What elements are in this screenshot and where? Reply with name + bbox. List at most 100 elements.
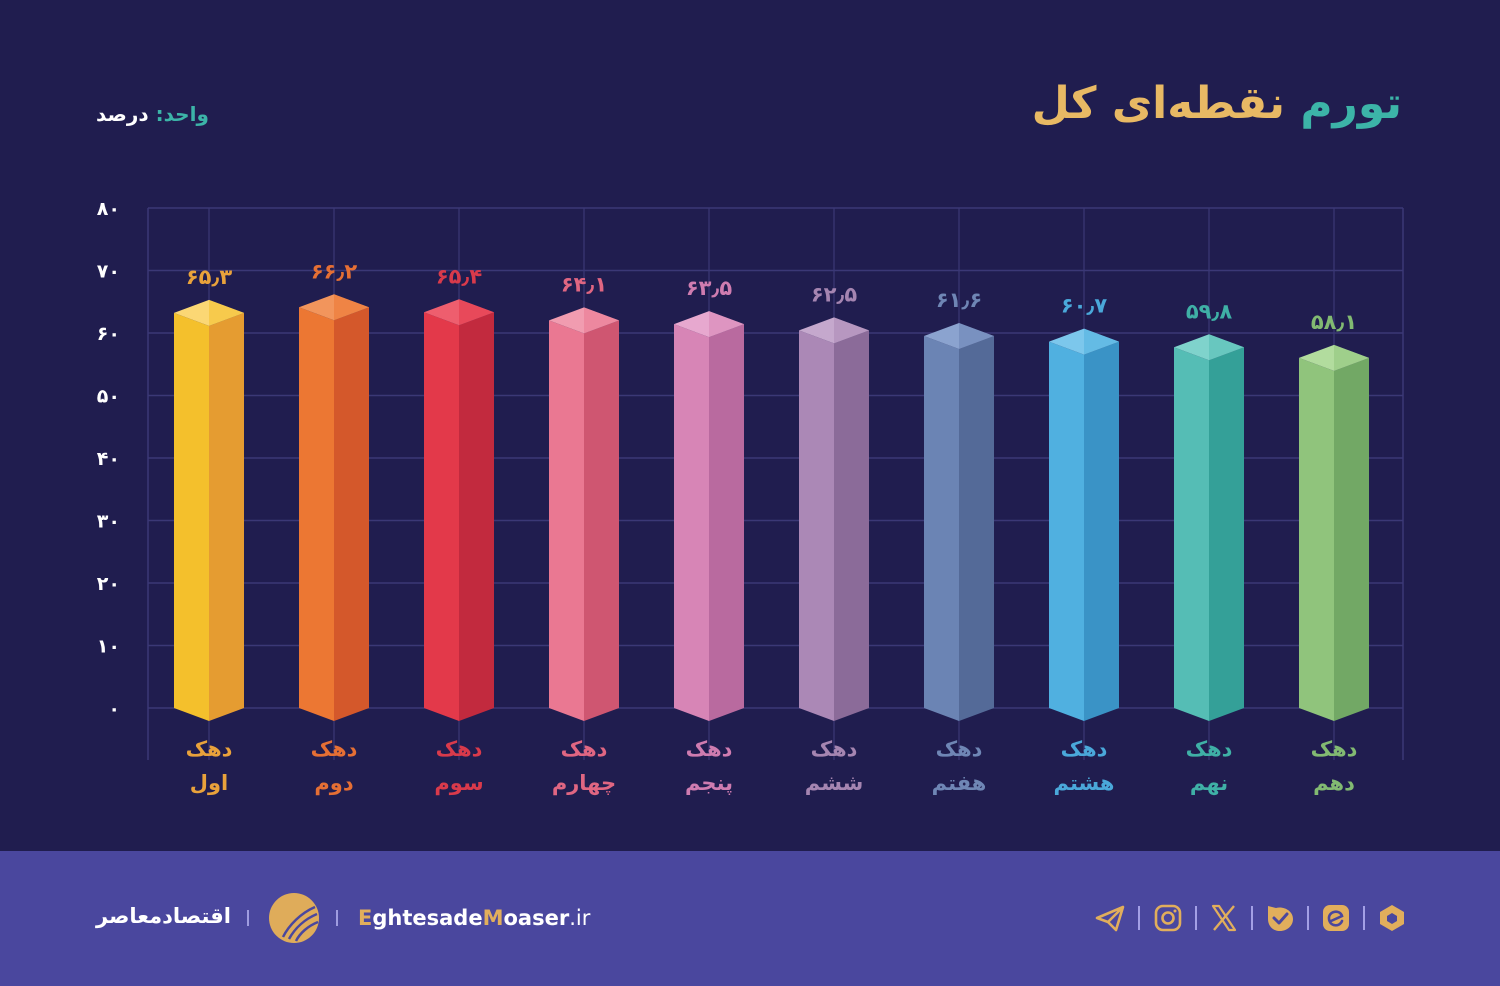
footer-divider [247,910,249,926]
y-tick-label: ۶۰ [97,323,120,345]
category-label-line2: سوم [434,771,483,795]
bar-top-shade [1209,334,1244,361]
bar-front-face [799,330,834,721]
bar [799,317,869,721]
unit-label: واحد: درصد [96,102,209,126]
icon-divider [1138,906,1140,930]
y-tick-label: ۸۰ [97,198,120,220]
bar [1049,328,1119,721]
bar-front-face [924,336,959,721]
bar-side-face [834,330,869,721]
title-part-inflation: تورم [1300,78,1403,129]
y-tick-label: ۱۰ [97,636,120,658]
bar [1174,334,1244,721]
brand-logo [269,893,319,943]
bar [299,294,369,721]
bar-side-face [334,307,369,721]
bar-side-face [1209,347,1244,721]
bar-side-face [709,324,744,721]
infographic-canvas [0,0,1500,851]
category-label-line1: دهک [1061,737,1108,761]
bar-top-shade [959,323,994,349]
bar-value-label: ۶۳٫۵ [686,276,732,300]
bar [424,299,494,721]
rubika-icon[interactable] [1376,902,1408,934]
bar-front-face [174,312,209,721]
category-label-line2: هشتم [1054,771,1115,795]
logo-icon [281,905,319,942]
icon-divider [1251,906,1253,930]
y-tick-label: ۵۰ [97,386,120,408]
icon-divider [1363,906,1365,930]
bar-front-face [674,324,709,721]
bar-top-shade [1334,344,1369,371]
category-label-line2: نهم [1190,771,1228,795]
category-label-line1: دهک [686,737,733,761]
category-label-line1: دهک [436,737,483,761]
category-label-line1: دهک [561,737,608,761]
title-part-point-total: نقطه‌ای کل [1031,78,1286,129]
page-title: تورم نقطه‌ای کل [1031,78,1403,129]
x-icon[interactable] [1208,902,1240,934]
icon-divider [1307,906,1309,930]
y-tick-label: ۳۰ [97,511,120,533]
bar-front-face [1174,347,1209,721]
bar [1299,344,1369,721]
category-label-line2: دهم [1313,771,1355,795]
bar-value-label: ۵۹٫۸ [1186,299,1232,323]
bar-top-shade [1084,328,1119,355]
bar [924,323,994,721]
bar-value-label: ۶۲٫۵ [811,282,857,306]
bar-side-face [1084,341,1119,721]
bar-value-label: ۶۰٫۷ [1061,294,1107,318]
category-label-line1: دهک [186,737,233,761]
category-label-line1: دهک [811,737,858,761]
unit-value: درصد [96,102,149,126]
bar [174,299,244,721]
category-label-line2: اول [190,771,228,795]
bar-top-shade [709,311,744,338]
telegram-icon[interactable] [1094,902,1126,934]
y-tick-label: ۰ [108,698,120,720]
bar-value-label: ۶۱٫۶ [936,288,982,312]
website-link[interactable]: EghtesadeMoaser.ir [358,906,591,930]
bar-value-label: ۶۶٫۲ [311,259,357,283]
bar-top-shade [834,317,869,344]
bar-side-face [584,320,619,721]
category-label-line2: ششم [805,771,864,795]
bar-side-face [209,312,244,721]
category-label-line2: دوم [314,771,353,795]
bar [549,307,619,721]
bar-top-shade [584,307,619,334]
category-label-line1: دهک [311,737,358,761]
unit-caption: واحد: [155,102,209,126]
bar-front-face [424,312,459,721]
bar-value-label: ۵۸٫۱ [1311,310,1357,334]
y-tick-label: ۴۰ [97,448,120,470]
bar-front-face [1049,341,1084,721]
category-label-line2: هفتم [932,771,987,795]
bar-front-face [1299,357,1334,721]
bale-icon[interactable] [1264,902,1296,934]
bar [674,311,744,721]
bar-side-face [1334,357,1369,721]
bar-top-shade [334,294,369,321]
eitaa-icon[interactable] [1320,902,1352,934]
category-label-line1: دهک [1186,737,1233,761]
instagram-icon[interactable] [1152,902,1184,934]
footer-divider [336,910,338,926]
category-label-line1: دهک [1311,737,1358,761]
brand-name: اقتصادمعاصر [96,904,231,928]
y-tick-label: ۲۰ [97,573,120,595]
y-tick-label: ۷۰ [97,261,120,283]
bar-front-face [549,320,584,721]
category-label-line2: چهارم [552,771,616,795]
bar-value-label: ۶۴٫۱ [561,272,607,296]
bar-chart: ۰ ۱۰ ۲۰ ۳۰ ۴۰ ۵۰ ۶۰ ۷۰ ۸۰ ۶۵٫۳ دهک اول ۶۶٫۲ دهک دوم ۶۵٫… [97,198,1404,795]
bar-side-face [959,336,994,721]
bar-top-shade [209,299,244,326]
icon-divider [1195,906,1197,930]
bar-value-label: ۶۵٫۳ [186,265,232,289]
bar-top-shade [459,299,494,326]
bar-side-face [459,312,494,721]
